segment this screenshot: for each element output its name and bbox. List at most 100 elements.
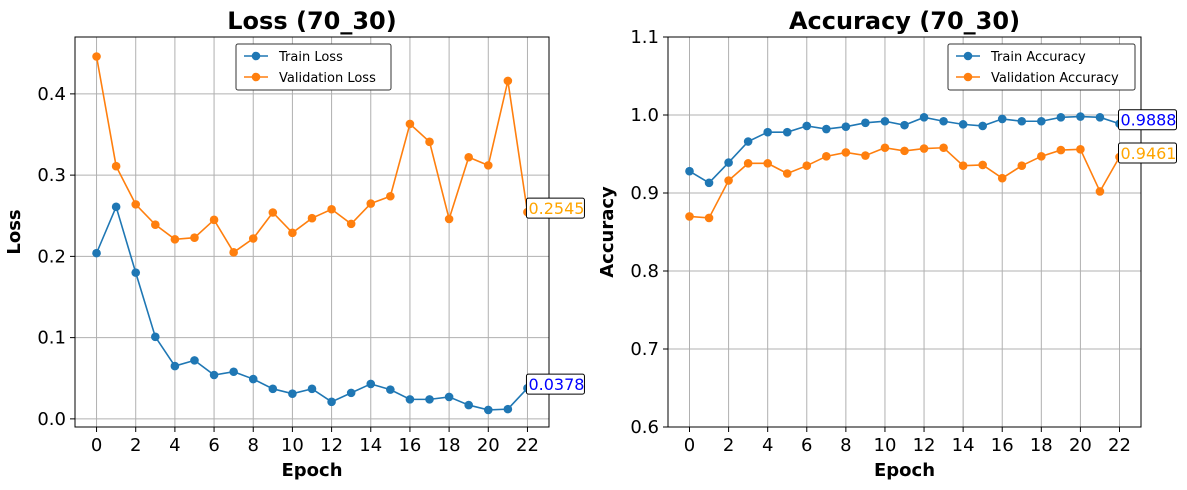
x-tick-label: 12 [320, 435, 343, 456]
chart-title: Accuracy (70_30) [789, 7, 1020, 35]
legend: Train Accuracy Validation Accuracy [947, 43, 1136, 91]
series-1 [685, 112, 1124, 188]
annotation-box [1118, 142, 1177, 164]
data-point [425, 137, 434, 147]
data-point [939, 143, 948, 153]
data-point [1037, 152, 1046, 161]
y-tick-label: 0.1 [37, 328, 66, 349]
series-1 [92, 202, 532, 415]
x-tick-label: 0 [91, 435, 102, 456]
data-point [111, 202, 121, 212]
data-point [288, 228, 297, 238]
data-point [170, 235, 180, 244]
x-tick-label: 10 [874, 435, 897, 456]
data-point [307, 384, 317, 394]
data-point [880, 143, 890, 153]
annotation-box [525, 373, 585, 395]
data-point [1037, 116, 1046, 126]
data-point [1076, 145, 1085, 154]
legend-entry: Validation Loss [279, 71, 376, 86]
plot-frame [74, 36, 550, 428]
data-point [743, 159, 753, 168]
data-point [327, 397, 336, 407]
data-point [248, 234, 258, 243]
x-tick-label: 0 [684, 435, 695, 456]
value-annotation: 0.2545 [525, 197, 585, 219]
data-point [997, 114, 1007, 124]
data-point [483, 161, 493, 170]
data-point [1095, 113, 1105, 122]
legend-entry: Train Accuracy [990, 50, 1086, 65]
legend-entry: Validation Accuracy [991, 71, 1119, 86]
data-point [1017, 161, 1027, 170]
x-axis-label: Epoch [874, 460, 935, 481]
value-annotation: 0.0378 [525, 373, 585, 395]
data-point [288, 389, 297, 398]
data-point [131, 268, 141, 277]
data-point [209, 215, 219, 225]
data-point [822, 124, 831, 134]
data-point [190, 356, 199, 365]
x-tick-label: 12 [913, 435, 936, 456]
data-point [939, 116, 948, 126]
data-point [802, 161, 812, 170]
data-point [464, 152, 473, 162]
x-tick-label: 8 [840, 435, 851, 456]
x-tick-label: 14 [359, 435, 382, 456]
data-point [900, 120, 909, 130]
data-point [1095, 187, 1105, 196]
chart-panel-2: 0 2 4 6 8 10 12 14 16 18 20 22 0.6 0.7 0.8 0.9 1.0 1.1 Acc… [597, 7, 1177, 481]
data-point [802, 121, 812, 131]
data-point [229, 248, 238, 257]
data-point [386, 191, 395, 201]
data-point [743, 137, 753, 146]
data-point [822, 152, 831, 161]
series-line [95, 204, 529, 411]
x-tick-label: 22 [1108, 435, 1131, 456]
annotation-box [525, 197, 585, 219]
data-point [900, 146, 909, 156]
data-point [131, 200, 141, 209]
x-tick-label: 18 [438, 435, 461, 456]
x-axis-label: Epoch [281, 460, 342, 481]
data-point [782, 169, 792, 178]
data-point [307, 213, 317, 223]
data-point [841, 122, 851, 131]
data-point [425, 395, 434, 404]
annotation-text: 0.9461 [1121, 144, 1177, 163]
data-point [919, 113, 929, 122]
legend-swatch-marker [963, 51, 973, 61]
data-point [880, 116, 890, 126]
data-point [209, 370, 219, 380]
data-point [405, 119, 415, 129]
x-tick-label: 4 [762, 435, 773, 456]
y-tick-label: 0.9 [630, 183, 659, 204]
data-point [366, 199, 376, 208]
data-point [190, 233, 199, 242]
data-point [841, 148, 851, 157]
data-point [978, 160, 987, 170]
data-point [861, 118, 870, 128]
data-point [685, 166, 694, 176]
plot-frame [667, 36, 1142, 428]
value-annotation: 0.9461 [1118, 142, 1177, 164]
data-point [151, 332, 160, 342]
data-point [268, 384, 278, 394]
data-point [782, 127, 792, 137]
annotation-text: 0.9888 [1121, 111, 1177, 130]
chart-title: Loss (70_30) [227, 7, 396, 35]
data-point [685, 212, 694, 221]
data-point [92, 52, 101, 61]
data-point [1076, 112, 1085, 121]
data-point [978, 121, 987, 131]
x-tick-label: 22 [516, 435, 539, 456]
annotation-text: 0.2545 [528, 199, 584, 218]
legend-swatch-marker [251, 51, 261, 61]
y-tick-label: 0.8 [630, 261, 659, 282]
data-point [958, 120, 968, 129]
x-tick-label: 16 [398, 435, 421, 456]
data-point [704, 178, 714, 188]
legend-frame [947, 43, 1136, 91]
data-point [151, 220, 160, 229]
data-point [268, 208, 278, 217]
